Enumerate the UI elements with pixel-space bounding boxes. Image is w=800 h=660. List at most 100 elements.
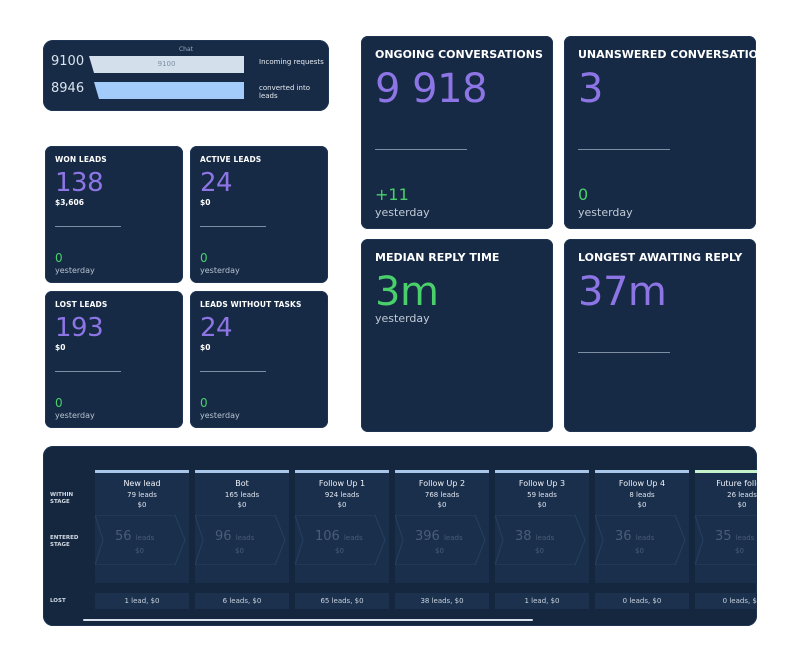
stage-sum: $0 bbox=[737, 501, 747, 509]
stage-name: Bot bbox=[235, 479, 249, 488]
ongoing-conversations-title: ONGOING CONVERSATIONS bbox=[375, 48, 543, 61]
median-reply-time-title: MEDIAN REPLY TIME bbox=[375, 251, 500, 264]
stage-color-bar bbox=[95, 470, 189, 473]
won-leads-value: 138 bbox=[55, 168, 104, 198]
entered-sum: $0 bbox=[335, 547, 344, 555]
pipeline-stage[interactable]: Future follow 26 leads $0 35 leads $0 bbox=[695, 470, 757, 583]
entered-sum: $0 bbox=[535, 547, 544, 555]
unanswered-conversations-period: yesterday bbox=[578, 206, 633, 219]
lost-leads-title: LOST LEADS bbox=[55, 300, 108, 309]
won-leads-card[interactable]: WON LEADS 138 $3,606 0 yesterday bbox=[45, 146, 183, 283]
divider bbox=[200, 371, 266, 372]
pipeline-stage[interactable]: New lead 79 leads $0 56 leads $0 bbox=[95, 470, 189, 583]
stage-name: Follow Up 1 bbox=[318, 479, 366, 488]
entered-sum: $0 bbox=[435, 547, 444, 555]
incoming-requests-bar: 9100 bbox=[89, 56, 244, 73]
stage-name: New lead bbox=[123, 479, 161, 488]
entered-arrow-shape bbox=[595, 515, 689, 565]
stage-color-bar bbox=[595, 470, 689, 473]
unanswered-conversations-title: UNANSWERED CONVERSATIO bbox=[578, 48, 756, 61]
entered-count: 38 leads bbox=[515, 529, 555, 544]
within-stage-label: WITHIN STAGE bbox=[50, 492, 74, 505]
entered-arrow-shape bbox=[495, 515, 589, 565]
stage-lost-value: 1 lead, $0 bbox=[495, 593, 589, 609]
lost-leads-sum: $0 bbox=[55, 343, 66, 352]
active-leads-period: yesterday bbox=[200, 266, 240, 275]
unanswered-conversations-value: 3 bbox=[578, 66, 603, 112]
stage-lead-count: 59 leads bbox=[527, 491, 557, 499]
stage-sum: $0 bbox=[237, 501, 247, 509]
longest-awaiting-reply-title: LONGEST AWAITING REPLY bbox=[578, 251, 743, 264]
stage-lead-count: 924 leads bbox=[324, 491, 360, 499]
entered-count: 36 leads bbox=[615, 529, 655, 544]
divider bbox=[200, 226, 266, 227]
lost-leads-card[interactable]: LOST LEADS 193 $0 0 yesterday bbox=[45, 291, 183, 428]
entered-sum: $0 bbox=[735, 547, 744, 555]
divider bbox=[578, 352, 670, 353]
active-leads-title: ACTIVE LEADS bbox=[200, 155, 262, 164]
entered-sum: $0 bbox=[235, 547, 244, 555]
active-leads-delta: 0 bbox=[200, 251, 208, 265]
pipeline-panel: WITHIN STAGE ENTERED STAGE LOST New lead… bbox=[43, 446, 757, 626]
leads-without-tasks-delta: 0 bbox=[200, 396, 208, 410]
leads-without-tasks-title: LEADS WITHOUT TASKS bbox=[200, 300, 302, 309]
stage-sum: $0 bbox=[137, 501, 147, 509]
pipeline-stage[interactable]: Follow Up 1 924 leads $0 106 leads $0 bbox=[295, 470, 389, 583]
stage-lead-count: 79 leads bbox=[127, 491, 157, 499]
entered-stage-label: ENTERED STAGE bbox=[50, 535, 79, 548]
entered-sum: $0 bbox=[635, 547, 644, 555]
pipeline-stage[interactable]: Follow Up 4 8 leads $0 36 leads $0 bbox=[595, 470, 689, 583]
stage-lead-count: 768 leads bbox=[424, 491, 460, 499]
pipeline-stage[interactable]: Follow Up 3 59 leads $0 38 leads $0 bbox=[495, 470, 589, 583]
stage-lost-value: 0 leads, $0 bbox=[595, 593, 689, 609]
stage-lead-count: 26 leads bbox=[727, 491, 757, 499]
stage-sum: $0 bbox=[537, 501, 547, 509]
lost-leads-value: 193 bbox=[55, 313, 104, 343]
stage-lead-count: 165 leads bbox=[224, 491, 260, 499]
leads-without-tasks-card[interactable]: LEADS WITHOUT TASKS 24 $0 0 yesterday bbox=[190, 291, 328, 428]
leads-without-tasks-sum: $0 bbox=[200, 343, 211, 352]
active-leads-card[interactable]: ACTIVE LEADS 24 $0 0 yesterday bbox=[190, 146, 328, 283]
pipeline-stage[interactable]: Bot 165 leads $0 96 leads $0 bbox=[195, 470, 289, 583]
entered-count: 56 leads bbox=[115, 529, 155, 544]
entered-arrow-shape bbox=[95, 515, 189, 565]
entered-count: 106 leads bbox=[315, 529, 363, 544]
ongoing-conversations-card[interactable]: ONGOING CONVERSATIONS 9 918 +11 yesterda… bbox=[361, 36, 553, 229]
won-leads-period: yesterday bbox=[55, 266, 95, 275]
stage-lost-value: 0 leads, $0 bbox=[695, 593, 757, 609]
active-leads-sum: $0 bbox=[200, 198, 211, 207]
median-reply-time-value: 3m bbox=[375, 269, 439, 315]
stage-name: Future follow bbox=[716, 479, 757, 488]
entered-arrow-shape bbox=[395, 515, 489, 565]
leads-without-tasks-value: 24 bbox=[200, 313, 233, 343]
stage-lost-value: 38 leads, $0 bbox=[395, 593, 489, 609]
entered-arrow-shape bbox=[295, 515, 389, 565]
incoming-requests-label: Incoming requests bbox=[259, 58, 324, 66]
horizontal-scrollbar[interactable] bbox=[83, 619, 533, 621]
chat-title: Chat bbox=[178, 46, 194, 53]
converted-leads-bar bbox=[89, 82, 244, 99]
entered-arrow-shape bbox=[695, 515, 757, 565]
unanswered-conversations-delta: 0 bbox=[578, 185, 589, 204]
pipeline-stage[interactable]: Follow Up 2 768 leads $0 396 leads $0 bbox=[395, 470, 489, 583]
stage-color-bar bbox=[495, 470, 589, 473]
divider bbox=[55, 371, 121, 372]
entered-count: 96 leads bbox=[215, 529, 255, 544]
stage-lost-value: 1 lead, $0 bbox=[95, 593, 189, 609]
stage-name: Follow Up 3 bbox=[518, 479, 566, 488]
incoming-requests-bar-label: 9100 bbox=[157, 60, 176, 68]
median-reply-time-card[interactable]: MEDIAN REPLY TIME 3m yesterday bbox=[361, 239, 553, 432]
stage-color-bar bbox=[195, 470, 289, 473]
converted-leads-count: 8946 bbox=[51, 81, 85, 96]
ongoing-conversations-delta: +11 bbox=[375, 185, 409, 204]
entered-arrow-shape bbox=[195, 515, 289, 565]
longest-awaiting-reply-card[interactable]: LONGEST AWAITING REPLY 37m bbox=[564, 239, 756, 432]
incoming-requests-count: 9100 bbox=[51, 54, 85, 69]
unanswered-conversations-card[interactable]: UNANSWERED CONVERSATIO 3 0 yesterday bbox=[564, 36, 756, 229]
longest-awaiting-reply-value: 37m bbox=[578, 269, 667, 315]
stage-lost-value: 6 leads, $0 bbox=[195, 593, 289, 609]
stage-name: Follow Up 2 bbox=[418, 479, 466, 488]
leads-without-tasks-period: yesterday bbox=[200, 411, 240, 420]
ongoing-conversations-value: 9 918 bbox=[375, 66, 488, 112]
median-reply-time-period: yesterday bbox=[375, 312, 430, 325]
